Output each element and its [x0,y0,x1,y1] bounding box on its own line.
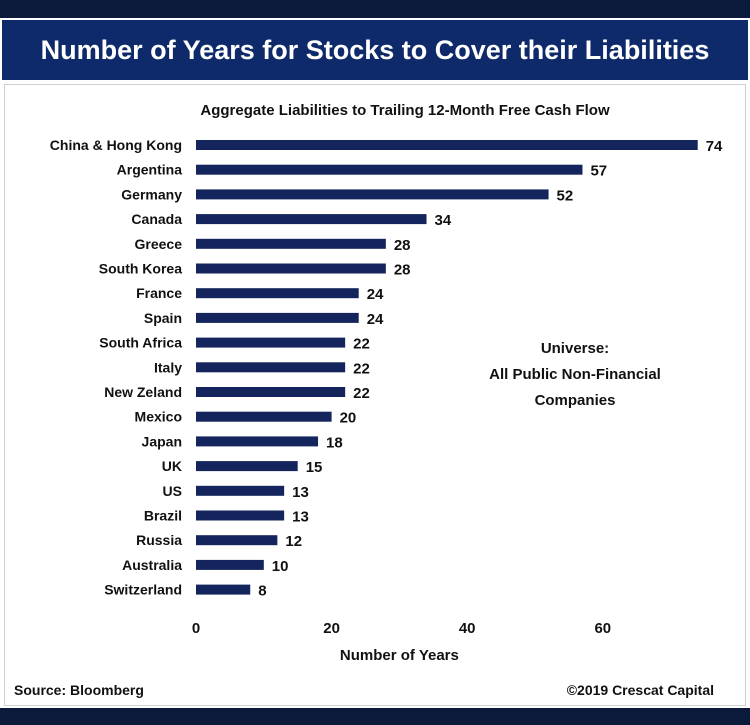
bar [196,140,698,150]
annotation-line: Universe: [541,340,609,357]
category-label: South Korea [99,261,182,277]
bar [196,411,332,422]
category-label: South Africa [99,335,182,351]
bar [196,288,359,299]
annotation-line: Companies [535,392,616,409]
data-label: 34 [435,212,452,229]
bar [196,362,346,373]
x-tick-label: 20 [323,620,340,637]
data-label: 18 [326,434,343,451]
category-label: Switzerland [104,582,182,598]
data-label: 74 [706,138,723,155]
data-label: 8 [258,583,266,600]
bar [196,387,346,397]
x-tick-label: 60 [594,620,611,637]
data-label: 13 [292,509,309,526]
category-label: Germany [121,186,182,202]
bar-chart: Aggregate Liabilities to Trailing 12-Mon… [50,102,723,664]
data-label: 22 [353,385,370,402]
category-label: Australia [122,557,182,573]
category-label: Canada [131,211,182,227]
annotation-line: All Public Non-Financial [489,366,661,383]
chart-subtitle: Aggregate Liabilities to Trailing 12-Mon… [200,102,610,119]
bar [196,535,278,546]
bar [196,238,386,249]
bar [196,461,298,472]
data-label: 28 [394,237,411,254]
category-label: Japan [142,433,182,449]
x-tick-label: 40 [459,620,476,637]
chart-panel: Aggregate Liabilities to Trailing 12-Mon… [4,84,746,706]
category-label: New Zeland [104,384,182,400]
category-label: China & Hong Kong [50,137,182,153]
bar [196,510,285,521]
data-label: 24 [367,286,384,303]
title-banner: Number of Years for Stocks to Cover thei… [2,20,748,80]
category-label: Spain [144,310,182,326]
source-note: Source: Bloomberg [14,682,144,698]
category-label: Brazil [144,508,182,524]
data-label: 57 [590,163,607,180]
data-label: 12 [285,533,302,550]
bar [196,436,319,447]
bar [196,263,386,274]
chart-frame: Number of Years for Stocks to Cover thei… [0,18,750,708]
bar [196,584,251,595]
category-label: Mexico [135,409,182,425]
data-label: 22 [353,336,370,353]
data-label: 52 [557,187,574,204]
category-label: Argentina [117,162,183,178]
bar [196,485,285,496]
bar [196,559,264,570]
data-label: 13 [292,484,309,501]
page-title: Number of Years for Stocks to Cover thei… [40,34,710,65]
category-label: US [163,483,182,499]
bar [196,312,359,323]
category-label: UK [162,458,182,474]
bar [196,214,427,225]
copyright-note: ©2019 Crescat Capital [566,682,714,698]
category-label: Russia [136,532,182,548]
data-label: 20 [340,410,357,427]
data-label: 10 [272,558,289,575]
category-label: France [136,285,182,301]
bar [196,337,346,348]
category-label: Italy [154,359,182,375]
x-axis-title: Number of Years [340,647,459,664]
data-label: 24 [367,311,384,328]
data-label: 15 [306,459,323,476]
data-label: 22 [353,360,370,377]
data-label: 28 [394,262,411,279]
bar [196,189,549,200]
bar [196,164,583,175]
x-tick-label: 0 [192,620,200,637]
category-label: Greece [135,236,183,252]
